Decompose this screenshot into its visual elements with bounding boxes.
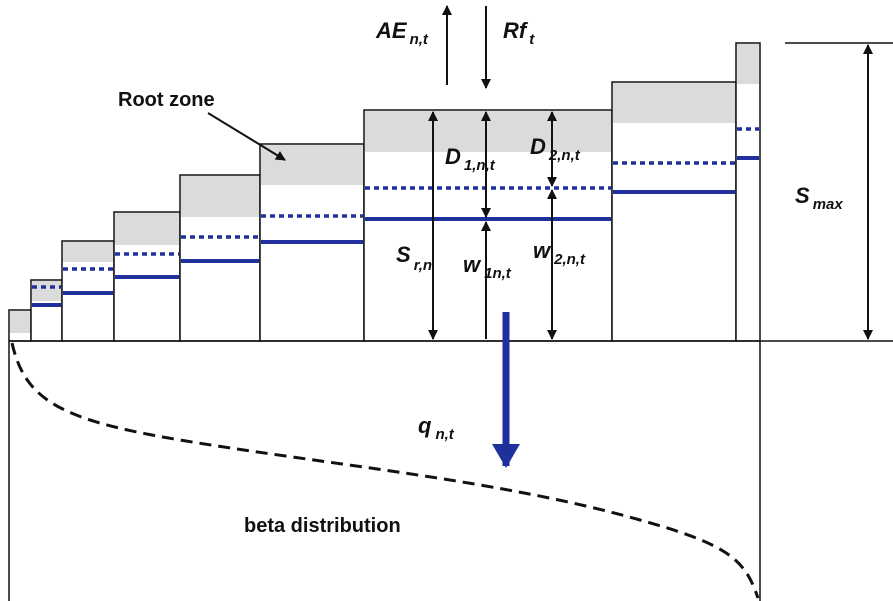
label-part: max <box>813 196 844 213</box>
label-part: r,n <box>414 257 432 274</box>
label-beta: beta distribution <box>244 515 401 537</box>
label-part: 2,n,t <box>553 251 586 268</box>
label-rf: Rf t <box>503 18 535 48</box>
label-part: D <box>445 144 461 169</box>
label-part: w <box>533 238 552 263</box>
label-part: D <box>530 134 546 159</box>
label-part: w <box>463 252 482 277</box>
label-part: Rf <box>503 18 529 43</box>
label-part: 2,n,t <box>548 147 581 164</box>
label-root-zone: Root zone <box>118 89 215 111</box>
label-w2: w 2,n,t <box>533 238 586 268</box>
label-part: q <box>418 413 432 438</box>
label-w1: w 1n,t <box>463 252 512 282</box>
label-d1: D 1,n,t <box>445 144 496 174</box>
frame <box>8 42 893 601</box>
label-q: q n,t <box>418 413 455 443</box>
arrows <box>207 5 873 468</box>
label-part: 1n,t <box>484 265 512 282</box>
beta-curve <box>10 342 760 599</box>
label-ae: AE n,t <box>375 18 429 48</box>
label-part: n,t <box>410 31 429 48</box>
water-levels <box>32 127 759 307</box>
label-d2: D 2,n,t <box>530 134 581 164</box>
label-part: S <box>795 183 810 208</box>
label-part: n,t <box>435 426 454 443</box>
label-part: S <box>396 242 411 267</box>
label-part: t <box>529 31 535 48</box>
label-part: 1,n,t <box>464 157 496 174</box>
label-part: AE <box>375 18 408 43</box>
